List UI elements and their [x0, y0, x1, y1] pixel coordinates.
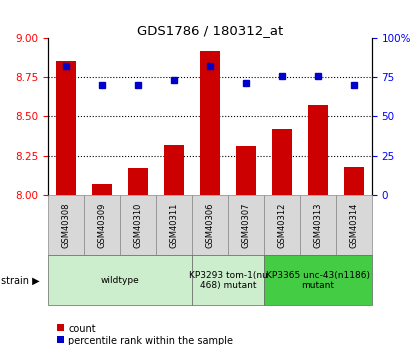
Bar	[48, 255, 192, 305]
Bar	[336, 195, 372, 255]
Text: GSM40311: GSM40311	[170, 203, 178, 248]
Text: KP3293 tom-1(nu
468) mutant: KP3293 tom-1(nu 468) mutant	[189, 270, 268, 290]
Bar	[228, 195, 264, 255]
Text: percentile rank within the sample: percentile rank within the sample	[68, 336, 234, 345]
Bar	[192, 255, 264, 305]
Bar	[156, 195, 192, 255]
Text: GSM40306: GSM40306	[205, 203, 215, 248]
Bar	[120, 195, 156, 255]
Bar	[56, 61, 76, 195]
Bar	[164, 145, 184, 195]
Bar	[128, 168, 148, 195]
Bar	[264, 255, 372, 305]
Bar	[300, 195, 336, 255]
Text: GSM40310: GSM40310	[134, 203, 143, 248]
Bar	[308, 106, 328, 195]
Bar	[272, 129, 292, 195]
Bar	[344, 167, 364, 195]
Text: GSM40314: GSM40314	[349, 203, 358, 248]
Bar	[200, 50, 220, 195]
Bar	[48, 195, 84, 255]
Bar	[236, 146, 256, 195]
Text: strain ▶: strain ▶	[1, 275, 40, 285]
Bar	[84, 195, 120, 255]
Text: wildtype: wildtype	[101, 276, 139, 285]
Text: GSM40313: GSM40313	[313, 203, 322, 248]
Text: GSM40307: GSM40307	[241, 203, 250, 248]
Text: count: count	[68, 324, 96, 334]
Bar	[92, 184, 112, 195]
Bar	[192, 195, 228, 255]
Text: KP3365 unc-43(n1186)
mutant: KP3365 unc-43(n1186) mutant	[266, 270, 370, 290]
Text: GSM40308: GSM40308	[62, 203, 71, 248]
Text: GSM40312: GSM40312	[277, 203, 286, 248]
Title: GDS1786 / 180312_at: GDS1786 / 180312_at	[137, 24, 283, 37]
Text: GSM40309: GSM40309	[98, 203, 107, 248]
Bar	[264, 195, 300, 255]
